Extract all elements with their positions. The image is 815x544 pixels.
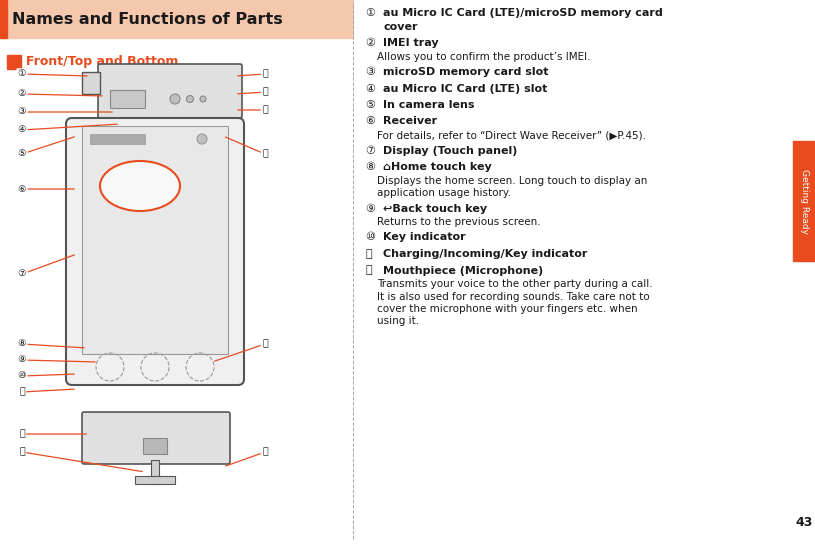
Text: ⑨: ⑨: [365, 203, 375, 213]
Text: au Micro IC Card (LTE)/microSD memory card: au Micro IC Card (LTE)/microSD memory ca…: [383, 8, 663, 18]
Text: ①: ①: [365, 8, 375, 18]
Ellipse shape: [100, 161, 180, 211]
Text: ⑫: ⑫: [365, 265, 372, 275]
Text: Names and Functions of Parts: Names and Functions of Parts: [12, 11, 283, 27]
Text: ⑫: ⑫: [19, 430, 25, 438]
Text: Displays the home screen. Long touch to display an: Displays the home screen. Long touch to …: [377, 176, 647, 186]
Text: cover: cover: [383, 22, 417, 32]
Circle shape: [200, 96, 206, 102]
Text: ⑦: ⑦: [18, 269, 26, 279]
Bar: [110, 90, 145, 108]
Text: Key indicator: Key indicator: [383, 232, 465, 243]
Text: ⑥: ⑥: [365, 116, 375, 127]
Text: ⌂Home touch key: ⌂Home touch key: [383, 162, 491, 172]
Text: ⑤: ⑤: [365, 100, 375, 110]
Text: Display (Touch panel): Display (Touch panel): [383, 145, 518, 156]
Bar: [7, 55, 21, 69]
Text: Charging/Incoming/Key indicator: Charging/Incoming/Key indicator: [383, 249, 588, 259]
Text: Front/Top and Bottom: Front/Top and Bottom: [26, 55, 178, 69]
Bar: [151, 460, 159, 484]
Text: Returns to the previous screen.: Returns to the previous screen.: [377, 217, 540, 227]
Text: ⑦: ⑦: [365, 145, 375, 156]
Text: IMEI tray: IMEI tray: [383, 38, 438, 48]
Text: For details, refer to “Direct Wave Receiver” (▶P.45).: For details, refer to “Direct Wave Recei…: [377, 130, 646, 140]
Text: ⑤: ⑤: [18, 150, 26, 158]
Text: ②: ②: [365, 38, 375, 48]
Text: ⑱: ⑱: [262, 339, 268, 349]
Text: It is also used for recording sounds. Take care not to: It is also used for recording sounds. Ta…: [377, 292, 650, 301]
Circle shape: [197, 134, 207, 144]
Text: Transmits your voice to the other party during a call.: Transmits your voice to the other party …: [377, 279, 653, 289]
Text: ⑪: ⑪: [19, 387, 25, 397]
Text: ⑮: ⑮: [262, 88, 268, 96]
FancyBboxPatch shape: [66, 118, 244, 385]
Circle shape: [187, 96, 193, 102]
Text: using it.: using it.: [377, 317, 419, 326]
Text: ③: ③: [365, 67, 375, 77]
Text: 43: 43: [795, 516, 813, 529]
Text: cover the microphone with your fingers etc. when: cover the microphone with your fingers e…: [377, 304, 637, 314]
Text: Mouthpiece (Microphone): Mouthpiece (Microphone): [383, 265, 544, 275]
Text: ⑯: ⑯: [262, 106, 268, 114]
Text: ①: ①: [18, 70, 26, 78]
Bar: [0, 0, 353, 38]
Text: ⑬: ⑬: [19, 448, 25, 456]
Text: ④: ④: [365, 83, 375, 94]
Bar: [143, 438, 167, 454]
Bar: [0, 0, 7, 38]
Text: ⑭: ⑭: [262, 70, 268, 78]
Text: application usage history.: application usage history.: [377, 188, 511, 198]
Bar: [90, 134, 145, 144]
Text: ④: ④: [18, 126, 26, 134]
Text: Allows you to confirm the product’s IMEI.: Allows you to confirm the product’s IMEI…: [377, 52, 591, 61]
Text: ⑲: ⑲: [262, 448, 268, 456]
Text: In camera lens: In camera lens: [383, 100, 474, 110]
Text: au Micro IC Card (LTE) slot: au Micro IC Card (LTE) slot: [383, 83, 548, 94]
Bar: [135, 476, 175, 484]
Bar: [82, 72, 100, 94]
FancyBboxPatch shape: [82, 412, 230, 464]
Text: Getting Ready: Getting Ready: [800, 169, 808, 234]
Text: ②: ②: [18, 90, 26, 98]
Text: ⑥: ⑥: [18, 184, 26, 194]
Text: ⑰: ⑰: [262, 150, 268, 158]
Text: microSD memory card slot: microSD memory card slot: [383, 67, 548, 77]
Text: Receiver: Receiver: [383, 116, 437, 127]
Text: ⑧: ⑧: [365, 162, 375, 172]
Bar: [82, 126, 228, 354]
Text: ⑩: ⑩: [365, 232, 375, 243]
Circle shape: [170, 94, 180, 104]
Text: ⑨: ⑨: [18, 355, 26, 364]
Text: ⑩: ⑩: [18, 372, 26, 380]
Text: ⑪: ⑪: [365, 249, 372, 259]
FancyBboxPatch shape: [98, 64, 242, 118]
Text: ③: ③: [18, 108, 26, 116]
Text: ↩Back touch key: ↩Back touch key: [383, 203, 487, 213]
Text: ⑧: ⑧: [18, 339, 26, 349]
Bar: [793, 141, 815, 261]
